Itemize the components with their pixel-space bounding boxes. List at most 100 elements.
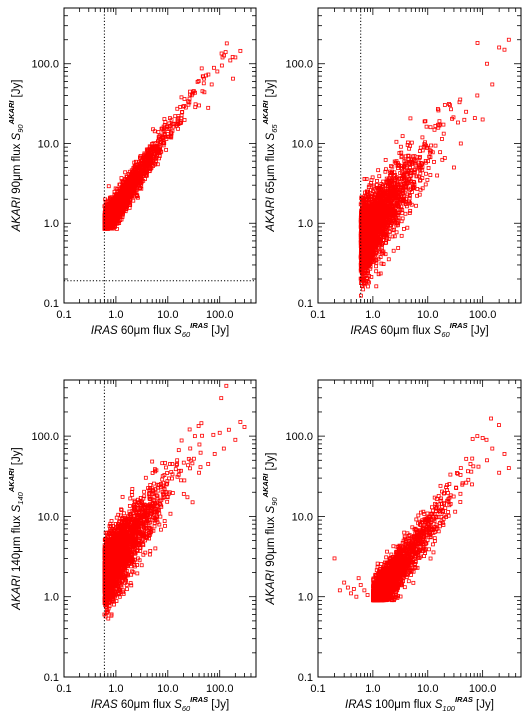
data-point [136,186,141,191]
data-point [396,185,401,189]
data-point [135,195,140,200]
data-point [116,203,120,208]
data-point [195,79,200,84]
data-point [119,176,124,181]
data-point [180,110,184,115]
data-point [406,154,411,158]
data-point [420,168,425,173]
data-point [142,153,146,158]
data-point [389,223,393,228]
data-point [369,194,374,199]
data-point [392,234,397,239]
data-point [196,79,201,83]
data-point [433,143,438,148]
data-point [428,125,433,130]
data-point [403,157,408,162]
data-point [145,170,150,175]
data-point [152,129,157,134]
data-point [182,97,187,101]
data-point [403,161,408,166]
data-point [378,271,383,276]
data-point [103,199,108,204]
data-point [362,177,367,181]
data-point [123,185,128,190]
data-point [115,191,119,196]
data-point [175,106,180,111]
data-point [199,66,204,71]
data-point [399,154,404,159]
data-point [360,283,365,288]
y-tick-label: 0.1 [44,298,59,310]
data-point [364,177,369,181]
data-point [179,95,184,100]
data-point [394,187,398,192]
data-points [358,37,511,298]
data-point [441,131,446,136]
data-point [369,188,373,192]
data-point [176,114,181,118]
data-point [394,159,399,164]
data-point [223,50,228,54]
data-point [447,102,451,106]
data-point [407,177,411,181]
data-point [175,118,180,123]
data-point [403,176,408,181]
data-point [367,274,372,278]
data-point [424,171,428,176]
data-point [438,150,443,155]
data-point [417,165,421,170]
data-point [176,126,180,131]
data-point [404,204,409,209]
data-point [159,139,164,144]
data-point [147,159,152,164]
data-point [402,162,407,167]
data-point [202,90,207,95]
data-point [134,175,139,180]
data-point [371,240,376,245]
data-point [400,134,405,139]
data-point [122,181,127,186]
data-point [407,193,412,197]
data-point [396,163,401,168]
data-point [206,72,211,77]
data-point [475,41,480,45]
data-point [375,179,379,183]
data-point [164,147,169,152]
data-point [127,205,132,210]
x-tick-label: 0.1 [56,309,71,321]
data-point [144,147,149,152]
data-point [417,156,422,160]
data-point [151,142,156,147]
data-point [133,167,137,172]
data-point [228,58,233,63]
data-point [206,105,211,110]
data-point [130,194,135,199]
data-point [115,215,120,220]
data-point [219,51,224,56]
data-point [209,82,214,87]
data-points [102,41,243,231]
data-point [409,202,414,207]
data-point [409,140,414,145]
data-point [162,129,167,133]
data-point [426,166,431,170]
data-point [391,248,396,253]
data-point [157,156,161,161]
data-point [385,184,390,188]
data-point [423,140,427,145]
data-point [424,124,429,129]
data-point [442,156,447,160]
data-point [201,81,206,86]
data-point [143,177,147,181]
x-axis-label: IRAS 60μm flux S60IRAS [Jy] [91,321,229,339]
data-point [215,69,220,74]
data-point [153,161,158,166]
data-point [381,215,386,220]
data-point [375,190,380,195]
data-point [161,127,166,131]
data-point [386,257,391,262]
data-point [396,246,401,250]
data-point [398,207,403,212]
data-point [412,185,417,190]
